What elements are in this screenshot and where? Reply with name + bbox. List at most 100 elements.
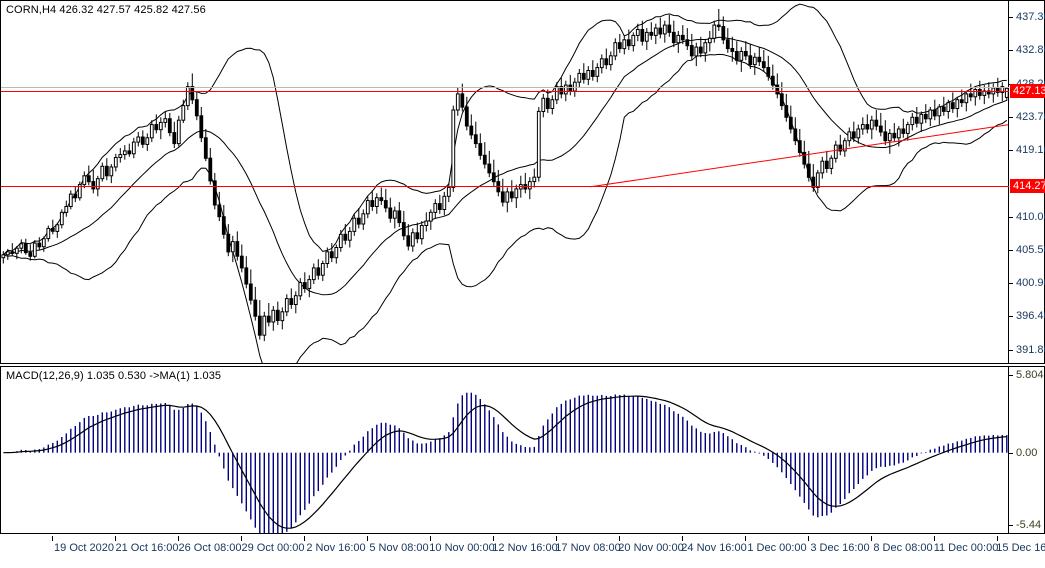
candle-body-bearish [208, 157, 213, 182]
candle-body-bearish [901, 128, 906, 134]
price-chart-panel[interactable]: CORN,H4 426.32 427.57 425.82 427.56 437.… [0, 0, 1045, 364]
candle-body-bullish [707, 37, 712, 44]
candle-body-bullish [1, 254, 6, 259]
time-label: 2 Nov 16:00 [306, 542, 366, 554]
candle-body-bullish [964, 93, 969, 104]
candle-body-bullish [5, 251, 10, 256]
candle-body-bullish [113, 157, 118, 168]
candle-body-bearish [23, 243, 28, 254]
time-tick [619, 536, 620, 541]
candle-body-bearish [172, 132, 177, 145]
macd-indicator-panel[interactable]: MACD(12,26,9) 1.035 0.530 ->MA(1) 1.035 … [0, 366, 1045, 534]
candle-body-bearish [406, 235, 411, 247]
time-axis[interactable]: 19 Oct 2020 21 Oct 16:00 26 Oct 08:00 29 Oc… [0, 536, 1045, 568]
candle-body-bearish [865, 124, 870, 130]
price-plot-area[interactable] [1, 1, 1009, 363]
price-tag-427-13[interactable]: 427.13 [1010, 84, 1045, 99]
candle-body-bearish [559, 86, 564, 95]
candle-body-bullish [694, 46, 699, 57]
candle-body-bullish [352, 217, 357, 232]
candle-body-bearish [203, 137, 208, 159]
candle-body-bearish [460, 93, 465, 108]
candle-body-bullish [527, 181, 532, 190]
candle-body-bearish [968, 93, 973, 98]
candle-body-bullish [577, 72, 582, 83]
ascending-trendline[interactable] [590, 124, 1009, 188]
candle-body-bullish [815, 172, 820, 188]
candle-body-bullish [392, 210, 397, 219]
price-tick-423-70: 423.70 [1009, 111, 1045, 123]
candle-body-bullish [284, 298, 289, 313]
candle-body-bullish [428, 211, 433, 222]
time-label: 29 Oct 00:00 [241, 542, 305, 554]
time-tick [997, 536, 998, 541]
macd-y-axis[interactable]: 5.804 0.00 -5.44 [1008, 367, 1044, 533]
candle-body-bullish [613, 42, 618, 57]
candle-body-bearish [995, 87, 1000, 93]
price-y-axis[interactable]: 437.30432.80428.20423.70419.10410.00405.… [1008, 1, 1045, 363]
price-tag-414-27[interactable]: 414.27 [1010, 178, 1045, 193]
candle-body-bearish [487, 163, 492, 174]
candle-body-bearish [221, 216, 226, 235]
time-label: 20 Nov 00:00 [618, 542, 684, 554]
candle-body-bullish [149, 124, 154, 139]
price-tick-400-90: 400.90 [1009, 277, 1045, 289]
candle-body-bullish [446, 187, 451, 197]
candle-body-bullish [230, 241, 235, 253]
candle-body-bearish [257, 315, 262, 336]
candle-body-bearish [28, 252, 33, 257]
candle-body-bearish [725, 39, 730, 50]
candle-body-bearish [329, 251, 334, 259]
macd-signal-line [3, 395, 1007, 529]
candle-body-bearish [194, 99, 199, 117]
candle-body-bullish [145, 137, 150, 145]
candle-body-bullish [919, 113, 924, 124]
candle-body-bearish [802, 151, 807, 165]
candle-body-bullish [410, 232, 415, 247]
time-tick [493, 536, 494, 541]
time-label: 1 Dec 00:00 [747, 542, 807, 554]
candle-body-bearish [491, 172, 496, 183]
candle-body-bullish [185, 86, 190, 107]
candle-body-bullish [856, 128, 861, 139]
candle-body-bearish [388, 207, 393, 219]
candle-body-bearish [770, 75, 775, 86]
candle-body-bullish [64, 206, 69, 213]
candle-body-bullish [532, 176, 537, 183]
resistance-line[interactable] [1, 91, 1009, 92]
candle-body-bullish [631, 34, 636, 47]
candle-body-bullish [946, 102, 951, 112]
candle-body-bullish [442, 195, 447, 211]
candle-body-bearish [253, 299, 258, 317]
time-label: 5 Nov 08:00 [369, 542, 429, 554]
candle-body-bearish [604, 58, 609, 66]
candle-body-bullish [271, 309, 276, 323]
candle-body-bearish [397, 210, 402, 224]
candle-body-bearish [806, 163, 811, 178]
time-tick [871, 536, 872, 541]
candle-body-bearish [766, 67, 771, 77]
candle-body-bullish [122, 150, 127, 156]
candle-body-bearish [730, 48, 735, 52]
candle-body-bullish [41, 238, 46, 248]
candle-body-bullish [928, 109, 933, 120]
candle-body-bearish [878, 125, 883, 133]
time-label: 24 Nov 16:00 [681, 542, 747, 554]
price-chart-svg [1, 3, 1009, 363]
bid-price-gridline [1, 87, 1009, 88]
macd-plot-area[interactable] [1, 367, 1009, 533]
candle-body-bearish [716, 24, 721, 28]
candle-body-bearish [370, 200, 375, 208]
candle-body-bullish [635, 29, 640, 36]
candle-body-bullish [550, 99, 555, 109]
support-line[interactable] [1, 186, 1009, 187]
candle-body-bearish [851, 131, 856, 139]
candle-body-bullish [109, 166, 114, 177]
candle-body-bullish [622, 39, 627, 50]
candle-body-bullish [455, 93, 460, 111]
candle-body-bearish [356, 217, 361, 225]
time-label: 3 Dec 16:00 [810, 542, 870, 554]
candle-body-bullish [910, 116, 915, 126]
candle-body-bullish [82, 175, 87, 186]
